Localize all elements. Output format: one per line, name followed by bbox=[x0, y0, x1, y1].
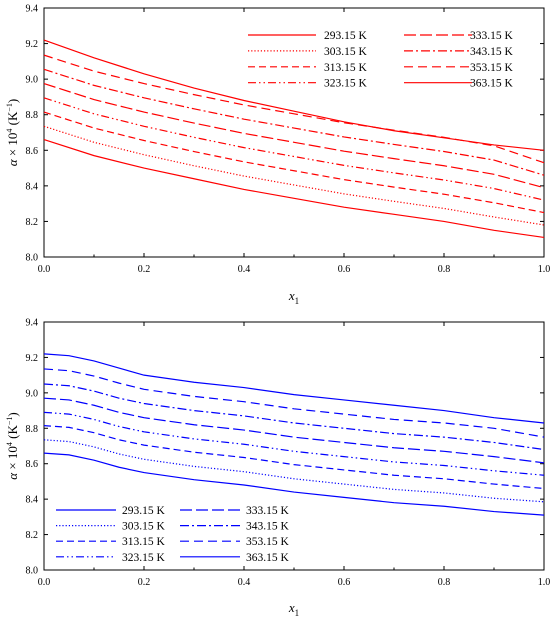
y-tick-label: 8.4 bbox=[26, 495, 39, 506]
chart-panel-2: 0.0 0.2 0.4 0.6 0.8 1.0 8.0 8.2 8.4 8.6 8.8 9.0 9.2 9… bbox=[5, 318, 550, 619]
x-tick-label: 0.6 bbox=[338, 577, 351, 588]
legend-label-4: 323.15 K bbox=[122, 552, 166, 564]
x-tick-label: 0.2 bbox=[138, 577, 151, 588]
x-tick-label: 0.6 bbox=[338, 264, 351, 275]
plot-frame bbox=[43, 321, 545, 571]
y-tick-label: 8.6 bbox=[26, 146, 39, 157]
series-line-6 bbox=[43, 383, 545, 451]
y-tick-label: 8.8 bbox=[26, 110, 39, 121]
legend-label-2: 303.15 K bbox=[324, 46, 368, 58]
x-tick-label: 0.2 bbox=[138, 264, 151, 275]
y-tick-label: 9.2 bbox=[26, 353, 39, 364]
y-tick-label: 8.0 bbox=[26, 566, 39, 577]
y-tick-label: 9.0 bbox=[26, 75, 39, 86]
x-tick-label: 0.8 bbox=[438, 264, 451, 275]
y-axis-label: α × 104 (K−1) bbox=[5, 412, 20, 480]
chart-panel-1: 0.0 0.2 0.4 0.6 0.8 1.0 8.0 8.2 8.4 8.6 8.8 9.0 9.2 9… bbox=[5, 4, 550, 307]
y-tick-label: 8.8 bbox=[26, 424, 39, 435]
x-tick-label: 1.0 bbox=[538, 577, 550, 588]
legend-label-1: 293.15 K bbox=[122, 505, 166, 517]
y-tick-label: 9.4 bbox=[26, 4, 39, 15]
legend-label-6: 343.15 K bbox=[246, 521, 290, 533]
legend-label-8: 363.15 K bbox=[470, 78, 514, 90]
legend-label-4: 323.15 K bbox=[324, 78, 368, 90]
legend-label-5: 333.15 K bbox=[470, 30, 514, 42]
y-tick-label: 8.2 bbox=[26, 530, 39, 541]
series-line-4 bbox=[43, 97, 545, 201]
legend-label-7: 353.15 K bbox=[246, 536, 290, 548]
legend-label-1: 293.15 K bbox=[324, 30, 368, 42]
y-axis-label: α × 104 (K−1) bbox=[5, 99, 20, 167]
y-tick-label: 8.6 bbox=[26, 459, 39, 470]
series-line-8 bbox=[43, 39, 545, 151]
series-line-6 bbox=[43, 68, 545, 176]
series-line-1 bbox=[43, 139, 545, 239]
series-line-8 bbox=[43, 353, 545, 424]
x-tick-label: 0.4 bbox=[238, 577, 251, 588]
y-tick-label: 8.4 bbox=[26, 181, 39, 192]
x-axis-label: x1 bbox=[288, 288, 299, 306]
x-tick-label: 0.0 bbox=[38, 577, 51, 588]
plot-frame bbox=[43, 7, 545, 258]
series-line-2 bbox=[43, 439, 545, 503]
series-line-4 bbox=[43, 411, 545, 476]
series-line-2 bbox=[43, 125, 545, 226]
x-tick-label: 0.4 bbox=[238, 264, 251, 275]
y-tick-label: 9.0 bbox=[26, 388, 39, 399]
y-tick-label: 9.2 bbox=[26, 39, 39, 50]
x-axis-label: x1 bbox=[288, 600, 299, 618]
legend-label-3: 313.15 K bbox=[122, 536, 166, 548]
series-line-3 bbox=[43, 111, 545, 214]
x-tick-label: 0.0 bbox=[38, 264, 51, 275]
legend-label-5: 333.15 K bbox=[246, 505, 290, 517]
x-tick-label: 1.0 bbox=[538, 264, 550, 275]
x-tick-label: 0.8 bbox=[438, 577, 451, 588]
legend-label-7: 353.15 K bbox=[470, 62, 514, 74]
series-line-1 bbox=[43, 452, 545, 516]
series-line-7 bbox=[43, 54, 545, 164]
legend-label-3: 313.15 K bbox=[324, 62, 368, 74]
y-tick-label: 8.2 bbox=[26, 217, 39, 228]
series-line-3 bbox=[43, 425, 545, 490]
series-line-5 bbox=[43, 397, 545, 464]
legend-label-6: 343.15 K bbox=[470, 46, 514, 58]
y-tick-label: 9.4 bbox=[26, 318, 39, 329]
legend-label-2: 303.15 K bbox=[122, 521, 166, 533]
series-line-5 bbox=[43, 83, 545, 189]
series-line-7 bbox=[43, 368, 545, 438]
y-tick-label: 8.0 bbox=[26, 253, 39, 264]
legend-label-8: 363.15 K bbox=[246, 552, 290, 564]
